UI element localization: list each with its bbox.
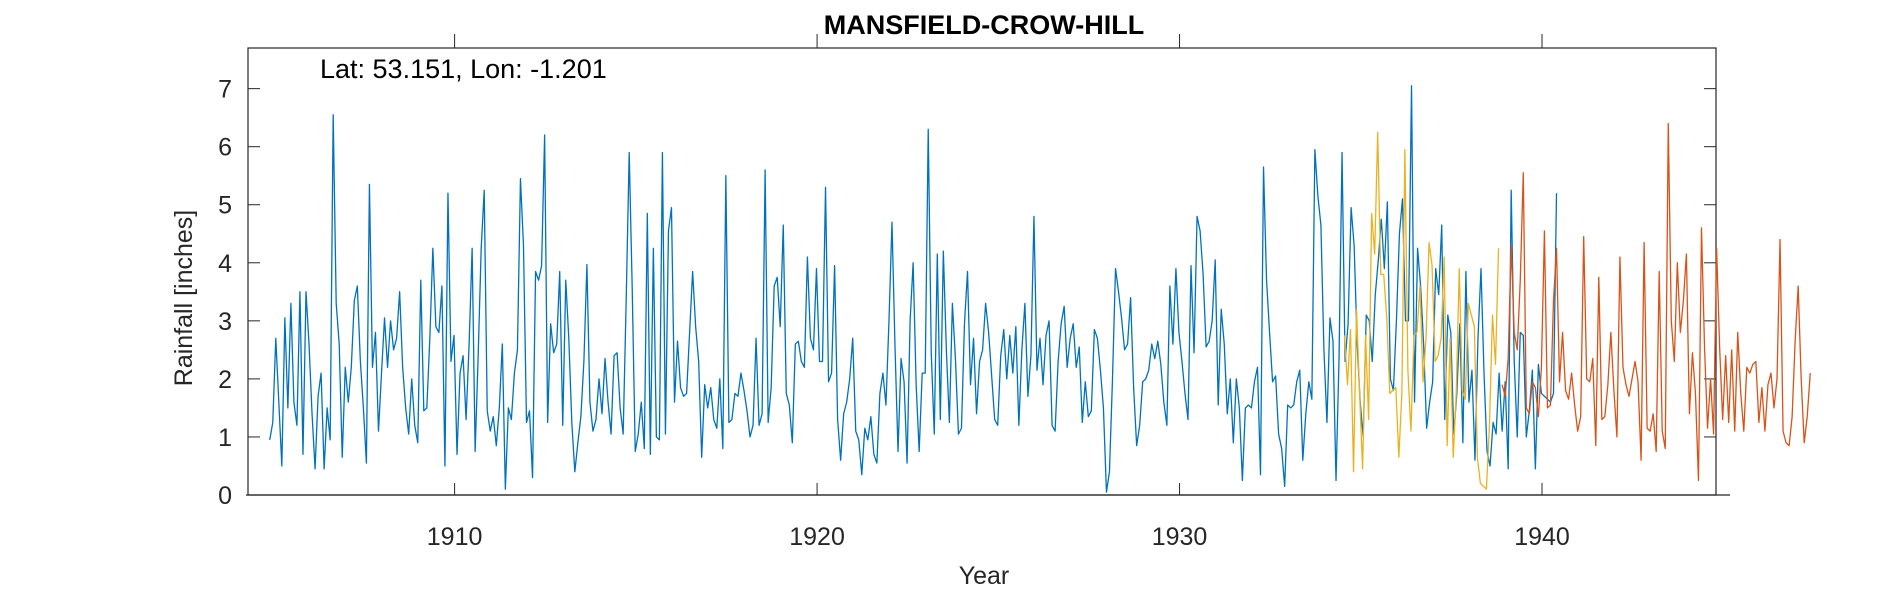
x-tick-label: 1940: [1514, 523, 1570, 551]
y-tick-label: 0: [218, 482, 232, 510]
series-line-2: [1343, 131, 1500, 490]
y-tick-label: 2: [218, 366, 232, 394]
x-tick-label: 1920: [789, 523, 845, 551]
x-axis-label: Year: [959, 562, 1010, 590]
y-tick-label: 5: [218, 192, 232, 220]
series-line-3: [1501, 122, 1811, 482]
y-tick-label: 7: [218, 76, 232, 104]
location-annotation: Lat: 53.151, Lon: -1.201: [320, 54, 607, 84]
x-tick-label: 1910: [427, 523, 483, 551]
y-tick-label: 1: [218, 424, 232, 452]
y-axis-label: Rainfall [inches]: [170, 210, 198, 386]
y-tick-label: 6: [218, 134, 232, 162]
chart-title: MANSFIELD-CROW-HILL: [824, 10, 1144, 40]
x-tick-label: 1930: [1152, 523, 1208, 551]
y-tick-label: 3: [218, 308, 232, 336]
y-tick-label: 4: [218, 250, 232, 278]
plot-area: 0 1 2 3 4 5 6 7 1910 1920 1930 1940: [218, 34, 1811, 551]
series-line-1: [269, 85, 1558, 493]
